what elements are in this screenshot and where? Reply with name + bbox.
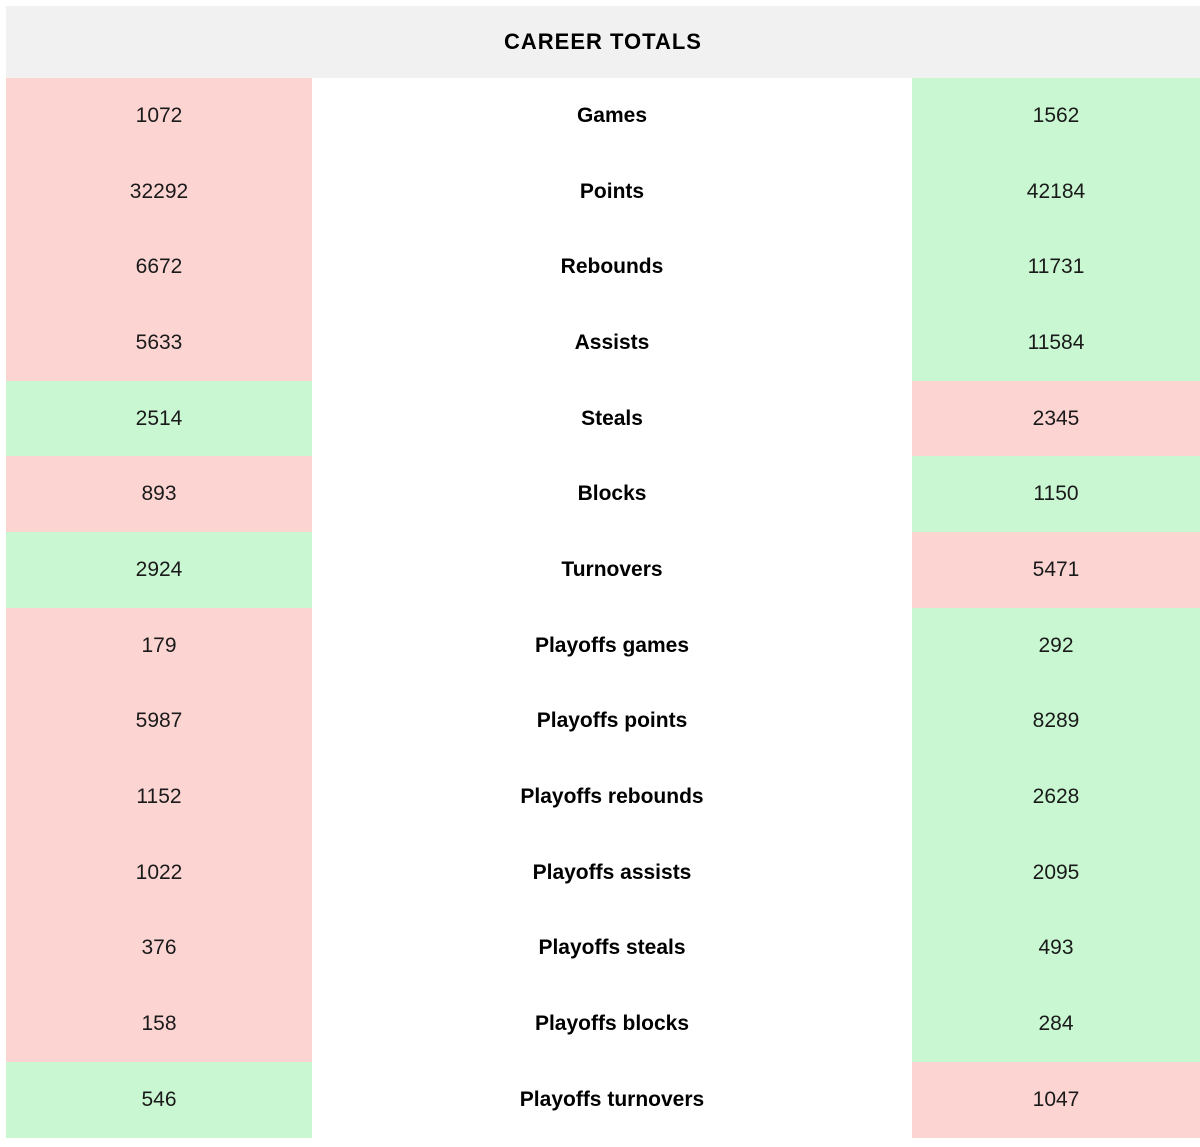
table-row: 5633 Assists 11584 bbox=[6, 305, 1200, 381]
stat-label: Turnovers bbox=[312, 532, 912, 608]
stat-label: Steals bbox=[312, 380, 912, 457]
left-player-value: 5633 bbox=[6, 305, 312, 381]
table-row: 5987 Playoffs points 8289 bbox=[6, 683, 1200, 760]
table-row: 1152 Playoffs rebounds 2628 bbox=[6, 759, 1200, 835]
table-row: 32292 Points 42184 bbox=[6, 153, 1200, 230]
right-player-value: 292 bbox=[912, 607, 1200, 684]
stat-label: Playoffs games bbox=[312, 607, 912, 684]
table-row: 2924 Turnovers 5471 bbox=[6, 532, 1200, 608]
stat-label: Playoffs points bbox=[312, 683, 912, 760]
stat-label: Playoffs turnovers bbox=[312, 1061, 912, 1138]
left-player-value: 158 bbox=[6, 986, 312, 1062]
table-row: 6672 Rebounds 11731 bbox=[6, 229, 1200, 306]
left-player-value: 2514 bbox=[6, 380, 312, 457]
stat-label: Playoffs rebounds bbox=[312, 759, 912, 835]
left-player-value: 1072 bbox=[6, 78, 312, 154]
left-player-value: 5987 bbox=[6, 683, 312, 760]
table-row: 1022 Playoffs assists 2095 bbox=[6, 834, 1200, 911]
right-player-value: 2095 bbox=[912, 834, 1200, 911]
right-player-value: 42184 bbox=[912, 153, 1200, 230]
table-row: 1072 Games 1562 bbox=[6, 78, 1200, 154]
right-player-value: 493 bbox=[912, 910, 1200, 987]
table-row: 179 Playoffs games 292 bbox=[6, 607, 1200, 684]
right-player-value: 284 bbox=[912, 986, 1200, 1062]
left-player-value: 32292 bbox=[6, 153, 312, 230]
right-player-value: 11731 bbox=[912, 229, 1200, 306]
career-totals-table: CAREER TOTALS 1072 Games 1562 32292 Poin… bbox=[6, 6, 1200, 1138]
left-player-value: 1152 bbox=[6, 759, 312, 835]
table-row: 2514 Steals 2345 bbox=[6, 380, 1200, 457]
left-player-value: 2924 bbox=[6, 532, 312, 608]
stat-label: Playoffs steals bbox=[312, 910, 912, 987]
stat-label: Games bbox=[312, 78, 912, 154]
right-player-value: 2628 bbox=[912, 759, 1200, 835]
table-row: 893 Blocks 1150 bbox=[6, 456, 1200, 533]
table-rows: 1072 Games 1562 32292 Points 42184 6672 … bbox=[6, 78, 1200, 1138]
right-player-value: 8289 bbox=[912, 683, 1200, 760]
left-player-value: 376 bbox=[6, 910, 312, 987]
stat-label: Assists bbox=[312, 305, 912, 381]
left-player-value: 893 bbox=[6, 456, 312, 533]
table-row: 376 Playoffs steals 493 bbox=[6, 910, 1200, 987]
right-player-value: 1150 bbox=[912, 456, 1200, 533]
stat-label: Playoffs blocks bbox=[312, 986, 912, 1062]
table-row: 546 Playoffs turnovers 1047 bbox=[6, 1061, 1200, 1138]
left-player-value: 1022 bbox=[6, 834, 312, 911]
stat-label: Rebounds bbox=[312, 229, 912, 306]
stat-label: Playoffs assists bbox=[312, 834, 912, 911]
right-player-value: 11584 bbox=[912, 305, 1200, 381]
table-row: 158 Playoffs blocks 284 bbox=[6, 986, 1200, 1062]
stat-label: Blocks bbox=[312, 456, 912, 533]
left-player-value: 179 bbox=[6, 607, 312, 684]
right-player-value: 1047 bbox=[912, 1061, 1200, 1138]
right-player-value: 1562 bbox=[912, 78, 1200, 154]
stat-label: Points bbox=[312, 153, 912, 230]
left-player-value: 6672 bbox=[6, 229, 312, 306]
right-player-value: 2345 bbox=[912, 380, 1200, 457]
table-title: CAREER TOTALS bbox=[6, 6, 1200, 78]
left-player-value: 546 bbox=[6, 1061, 312, 1138]
right-player-value: 5471 bbox=[912, 532, 1200, 608]
